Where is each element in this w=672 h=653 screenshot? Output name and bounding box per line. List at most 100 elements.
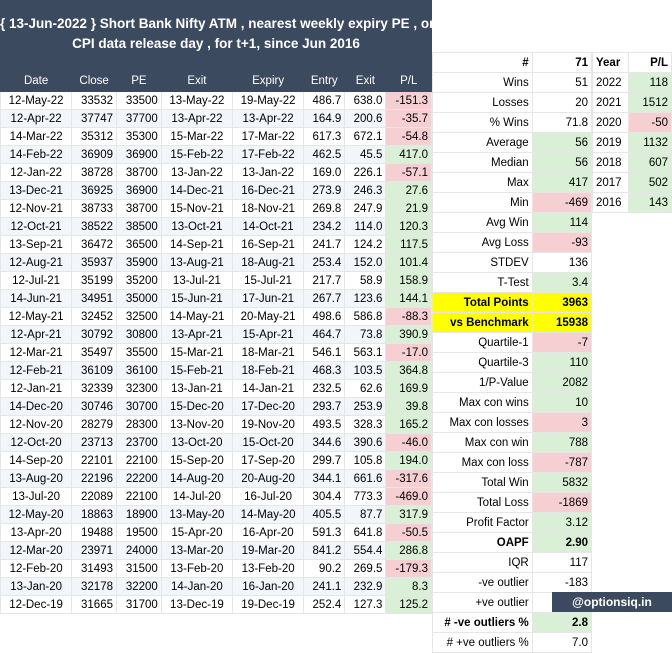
trade-cell: 15-Dec-20 xyxy=(160,397,234,416)
trade-cell: 12-May-20 xyxy=(0,505,73,524)
trade-cell: 241.7 xyxy=(303,235,346,254)
trade-cell: 15-Apr-20 xyxy=(160,523,234,542)
stat-value: 7.0 xyxy=(531,632,593,653)
trade-cell: 28300 xyxy=(116,415,162,434)
trade-cell: 12-Apr-22 xyxy=(0,109,73,128)
stat-value: 3.4 xyxy=(531,272,593,293)
stat-row: Max con wins 10 xyxy=(432,392,593,413)
stat-value: 117 xyxy=(531,552,593,573)
trade-cell: 16-Apr-20 xyxy=(231,523,305,542)
trade-cell: 127.3 xyxy=(344,595,387,614)
year-label: 2020 xyxy=(592,112,629,133)
stat-value: 2082 xyxy=(531,372,593,393)
trade-cell: 12-Feb-21 xyxy=(0,361,73,380)
trade-cell: 23971 xyxy=(71,541,117,560)
trade-cell: 12-Feb-20 xyxy=(0,559,73,578)
trade-cell: 16-Sep-21 xyxy=(231,235,305,254)
trade-cell: 62.6 xyxy=(344,379,387,398)
trade-cell: 246.3 xyxy=(344,181,387,200)
stat-row: Quartile-3 110 xyxy=(432,352,593,373)
stat-label: +ve outlier xyxy=(432,592,533,613)
trade-cell: 554.4 xyxy=(344,541,387,560)
trade-cell: -88.3 xyxy=(385,307,432,326)
trade-cell: 13-May-20 xyxy=(160,505,234,524)
stat-value: -93 xyxy=(531,232,593,253)
trade-cell: -54.8 xyxy=(385,127,432,146)
stat-row: Min -469 xyxy=(432,192,593,213)
trade-cell: 16-Jan-20 xyxy=(231,577,305,596)
trade-cell: 638.0 xyxy=(344,91,387,110)
trade-row: 13-Jul-20 22089 22100 14-Jul-20 16-Jul-20 304… xyxy=(0,487,432,506)
trades-col-header: Expiry xyxy=(231,70,305,92)
trade-cell: 38500 xyxy=(116,217,162,236)
trade-row: 12-Oct-20 23713 23700 13-Oct-20 15-Oct-20 344… xyxy=(0,433,432,452)
pl-column-header: P/L xyxy=(627,52,672,73)
trade-row: 12-Jan-22 38728 38700 13-Jan-22 13-Jan-22 169… xyxy=(0,163,432,182)
trade-cell: 13-Dec-19 xyxy=(160,595,234,614)
stat-value: -183 xyxy=(531,572,593,593)
trades-col-header: Entry xyxy=(303,70,346,92)
trades-col-header: Exit xyxy=(344,70,387,92)
trade-cell: 36900 xyxy=(116,145,162,164)
trades-col-header: P/L xyxy=(385,70,432,92)
trade-row: 13-Aug-20 22196 22200 14-Aug-20 20-Aug-20 344… xyxy=(0,469,432,488)
trade-cell: 13-Jan-22 xyxy=(231,163,305,182)
trade-cell: 293.7 xyxy=(303,397,346,416)
trade-cell: 672.1 xyxy=(344,127,387,146)
stat-row: T-Test 3.4 xyxy=(432,272,593,293)
trade-cell: 252.4 xyxy=(303,595,346,614)
trade-row: 14-Dec-20 30746 30700 15-Dec-20 17-Dec-20 293… xyxy=(0,397,432,416)
stat-label: Wins xyxy=(432,72,533,93)
trade-cell: 37747 xyxy=(71,109,117,128)
trade-row: 14-Jun-21 34951 35000 15-Jun-21 17-Jun-21 267… xyxy=(0,289,432,308)
stat-label: Avg Loss xyxy=(432,232,533,253)
trade-row: 13-Apr-20 19488 19500 15-Apr-20 16-Apr-20 591… xyxy=(0,523,432,542)
trade-cell: 12-May-21 xyxy=(0,307,73,326)
trade-cell: 19488 xyxy=(71,523,117,542)
title-line-1: { 13-Jun-2022 } Short Bank Nifty ATM , n… xyxy=(0,16,438,31)
stat-row: # +ve outliers % 7.0 xyxy=(432,632,593,653)
trade-cell: 13-Apr-20 xyxy=(0,523,73,542)
trade-cell: 35500 xyxy=(116,343,162,362)
trade-cell: 661.6 xyxy=(344,469,387,488)
trade-row: 12-Dec-19 31665 31700 13-Dec-19 19-Dec-19 252… xyxy=(0,595,432,614)
year-pl-value: 1512 xyxy=(627,92,672,113)
trade-cell: 15-Apr-21 xyxy=(231,325,305,344)
year-label: 2017 xyxy=(592,172,629,193)
year-label: 2016 xyxy=(592,192,629,213)
trade-row: 12-May-20 18863 18900 13-May-20 14-May-20 405… xyxy=(0,505,432,524)
trade-row: 12-Feb-20 31493 31500 13-Feb-20 13-Feb-20 90.… xyxy=(0,559,432,578)
stat-row: Max con loss -787 xyxy=(432,452,593,473)
trade-cell: 241.1 xyxy=(303,577,346,596)
trade-cell: 13-Sep-21 xyxy=(0,235,73,254)
trade-cell: 39.8 xyxy=(385,397,432,416)
trade-cell: 344.1 xyxy=(303,469,346,488)
stat-label: -ve outlier xyxy=(432,572,533,593)
trade-cell: 498.6 xyxy=(303,307,346,326)
trade-cell: 14-Sep-21 xyxy=(160,235,234,254)
trade-cell: 38733 xyxy=(71,199,117,218)
trade-cell: 267.7 xyxy=(303,289,346,308)
trade-cell: 299.7 xyxy=(303,451,346,470)
trade-cell: 13-Feb-20 xyxy=(160,559,234,578)
stat-row: Avg Loss -93 xyxy=(432,232,593,253)
trade-cell: 31500 xyxy=(116,559,162,578)
trade-cell: 19500 xyxy=(116,523,162,542)
year-pl-value: 607 xyxy=(627,152,672,173)
trade-cell: 317.9 xyxy=(385,505,432,524)
stat-label: Losses xyxy=(432,92,533,113)
trade-cell: 14-Feb-22 xyxy=(0,145,73,164)
trade-cell: 468.3 xyxy=(303,361,346,380)
trade-cell: 30746 xyxy=(71,397,117,416)
trade-row: 14-Feb-22 36909 36900 15-Feb-22 17-Feb-22 462… xyxy=(0,145,432,164)
stat-value: 114 xyxy=(531,212,593,233)
stat-value: 3 xyxy=(531,412,593,433)
stat-value: 56 xyxy=(531,152,593,173)
trade-cell: 30800 xyxy=(116,325,162,344)
stat-row: Max 417 xyxy=(432,172,593,193)
stat-value: 2.90 xyxy=(531,532,593,553)
trade-cell: 304.4 xyxy=(303,487,346,506)
trade-cell: 464.7 xyxy=(303,325,346,344)
stat-row: # -ve outliers % 2.8 xyxy=(432,612,593,633)
trade-cell: 247.9 xyxy=(344,199,387,218)
